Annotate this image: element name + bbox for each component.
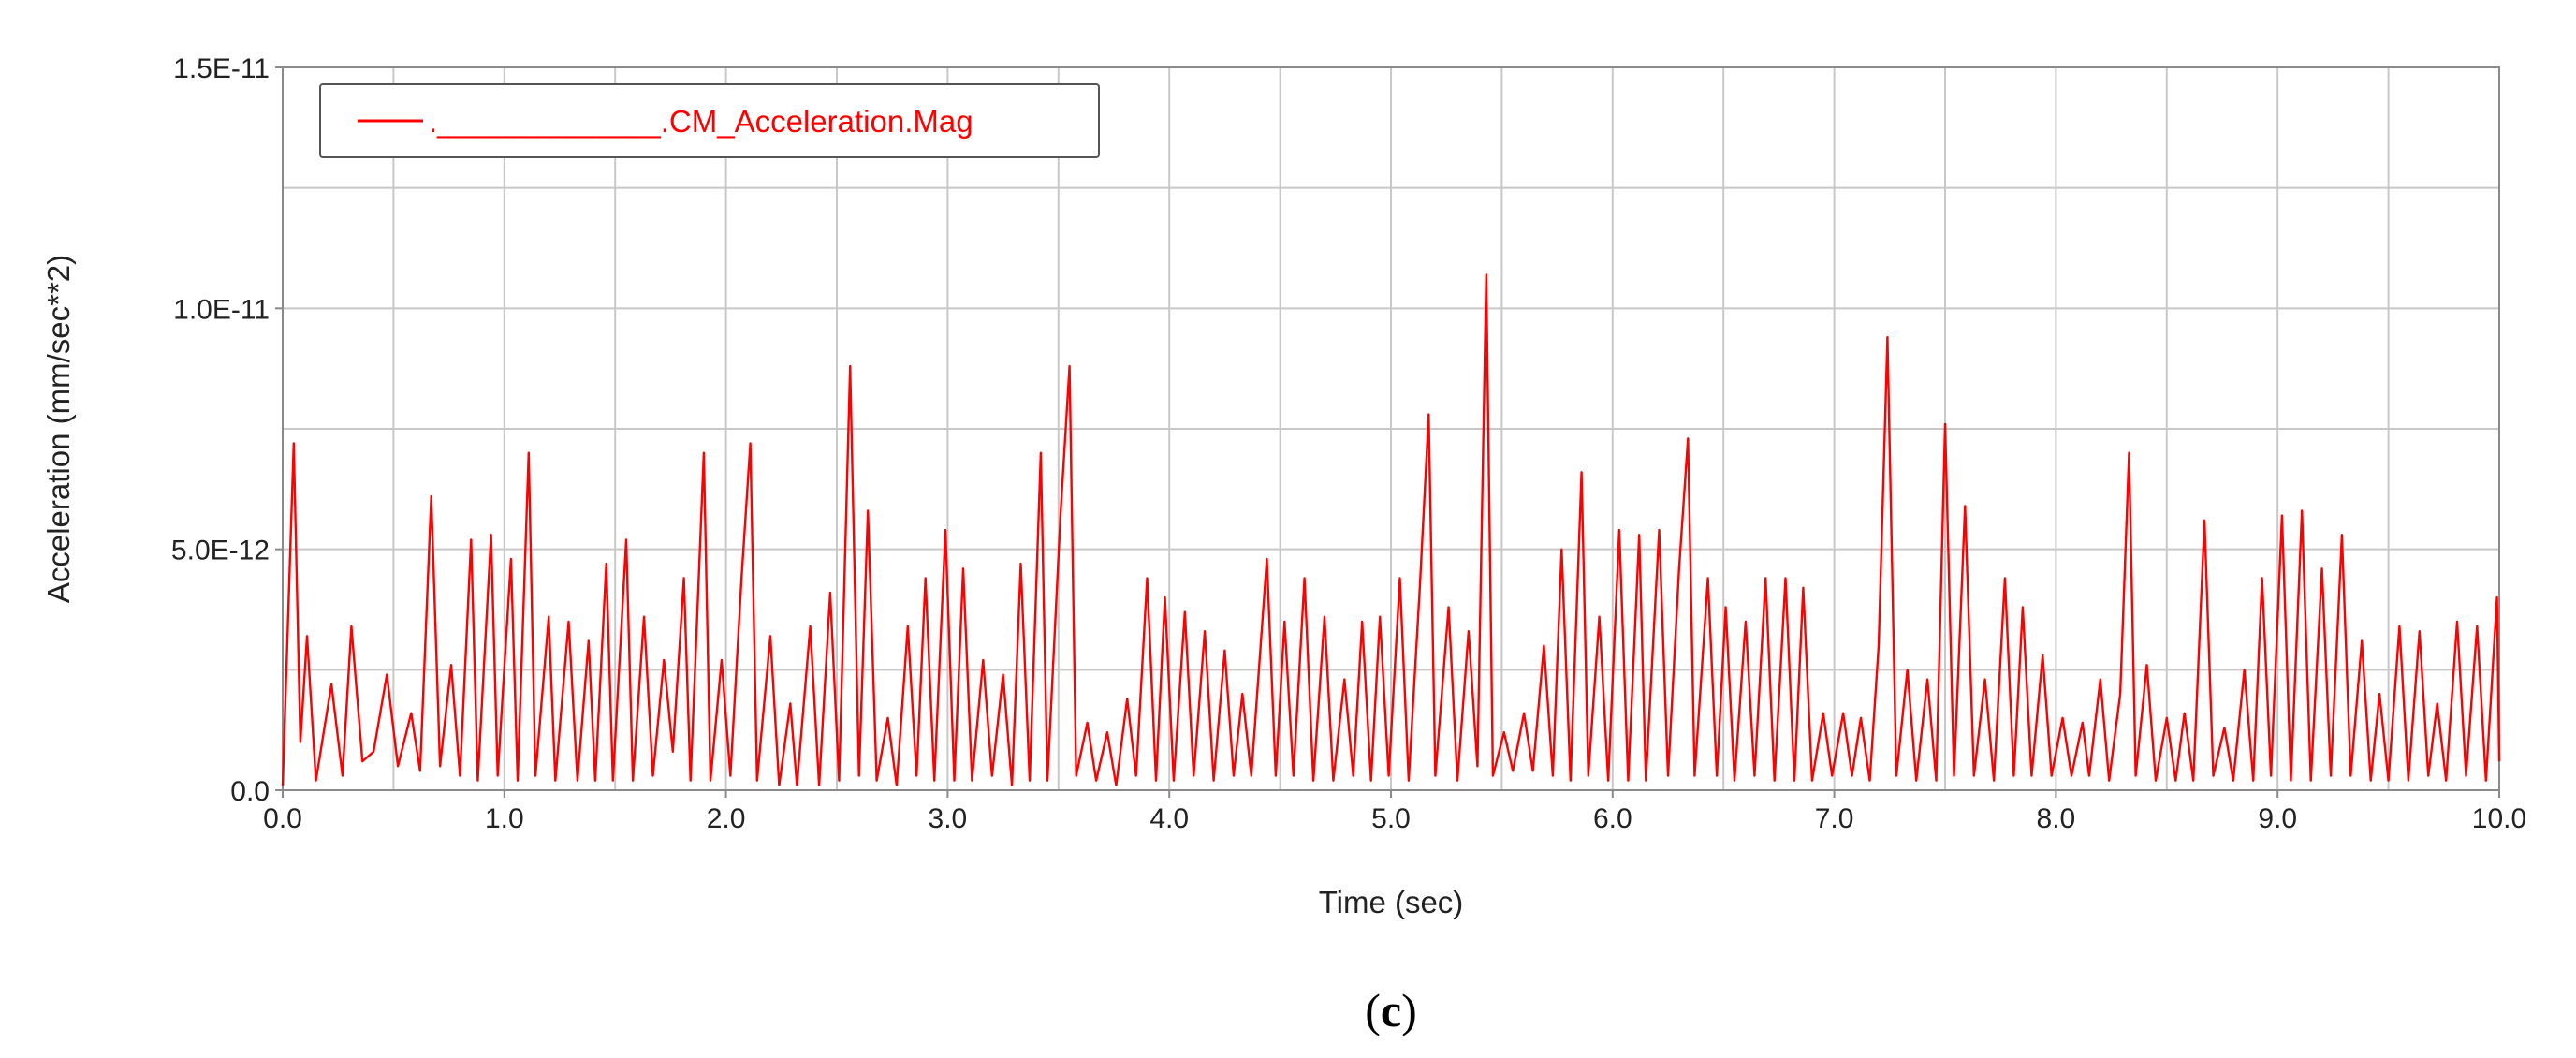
legend-entry: ._____________.CM_Acceleration.Mag	[429, 104, 973, 139]
x-tick-label: 1.0	[485, 803, 524, 834]
legend: ._____________.CM_Acceleration.Mag	[319, 83, 1100, 158]
caption-letter: c	[1381, 984, 1401, 1036]
y-axis-label: Acceleration (mm/sec**2)	[41, 255, 76, 603]
grid	[283, 67, 2499, 790]
x-tick-label: 5.0	[1371, 803, 1411, 834]
caption-close-paren: )	[1401, 984, 1417, 1036]
legend-box	[319, 83, 1100, 158]
axis-ticks: 0.0 1.0 2.0 3.0 4.0 5.0 6.0 7.0 8.0 9.0 10.0 0.0 5.0…	[171, 53, 2526, 834]
x-tick-label: 9.0	[2258, 803, 2297, 834]
x-tick-label: 2.0	[707, 803, 746, 834]
x-tick-label: 0.0	[263, 803, 302, 834]
x-tick-label: 3.0	[929, 803, 968, 834]
x-tick-label: 6.0	[1593, 803, 1632, 834]
y-tick-label: 1.5E-11	[173, 53, 270, 84]
series-layer	[281, 273, 2501, 787]
y-tick-label: 0.0	[230, 776, 270, 807]
figure-caption: (c)	[1365, 984, 1417, 1036]
x-axis-label: Time (sec)	[1319, 885, 1464, 919]
y-tick-label: 1.0E-11	[173, 294, 270, 325]
x-tick-label: 7.0	[1815, 803, 1854, 834]
series-line	[281, 273, 2501, 787]
caption-open-paren: (	[1365, 984, 1381, 1036]
y-tick-label: 5.0E-12	[171, 536, 270, 566]
x-tick-label: 8.0	[2037, 803, 2076, 834]
x-tick-label: 10.0	[2472, 803, 2526, 834]
x-tick-label: 4.0	[1149, 803, 1189, 834]
